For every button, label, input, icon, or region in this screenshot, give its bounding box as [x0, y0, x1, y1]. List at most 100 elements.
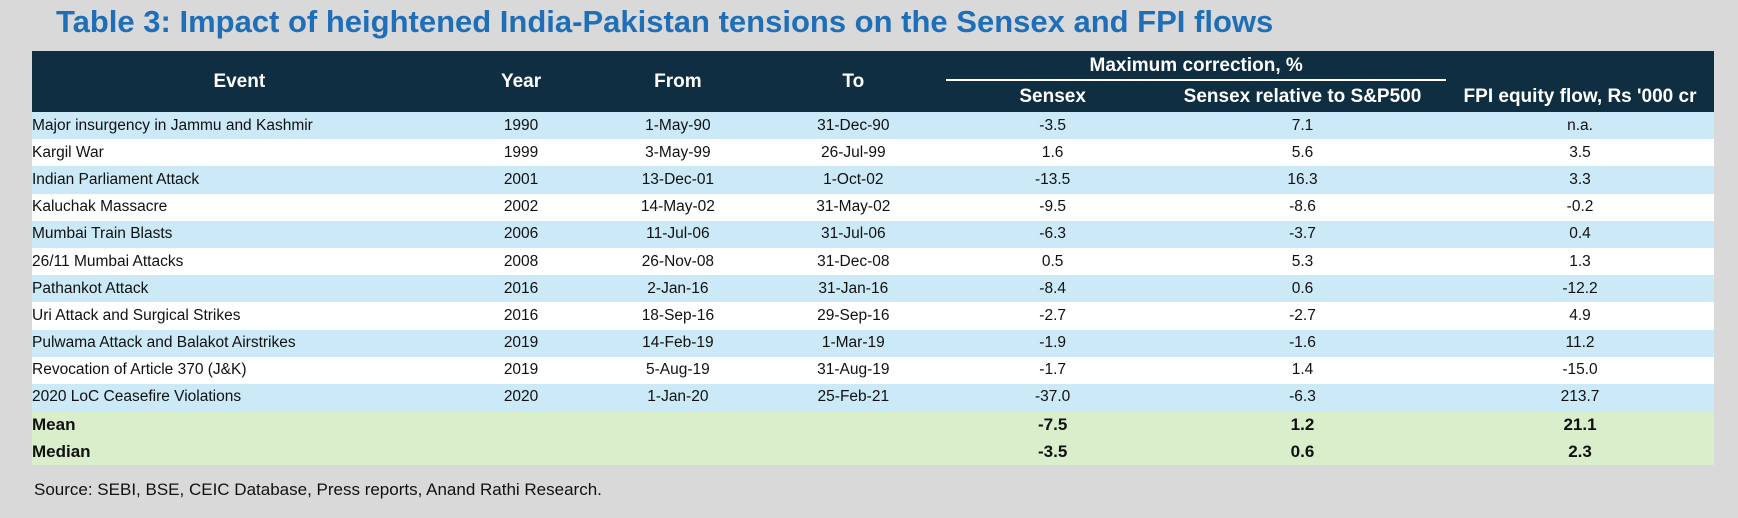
- cell-event: Mumbai Train Blasts: [32, 220, 447, 248]
- cell-fpi: 3.5: [1446, 139, 1714, 167]
- cell-year: 1999: [446, 139, 596, 167]
- header-sensex: Sensex: [946, 81, 1159, 112]
- cell-from: 11-Jul-06: [595, 220, 761, 248]
- cell-sensex-relative: -2.7: [1158, 302, 1447, 330]
- cell-sensex-relative: -6.3: [1158, 383, 1447, 412]
- cell-sensex-relative: 5.3: [1158, 247, 1447, 276]
- cell-sensex: 1.6: [946, 139, 1159, 167]
- cell-sensex-relative: 0.6: [1158, 275, 1447, 303]
- cell-event: Revocation of Article 370 (J&K): [32, 356, 447, 384]
- cell-sensex-relative: 7.1: [1158, 112, 1447, 140]
- cell-fpi: 4.9: [1446, 302, 1714, 330]
- cell-sensex-relative: 1.4: [1158, 356, 1447, 384]
- cell-sensex: -37.0: [946, 383, 1159, 412]
- cell-year: 2006: [446, 220, 596, 248]
- header-max-correction-label: Maximum correction, %: [1089, 55, 1303, 76]
- summary-empty-cell: [446, 438, 596, 466]
- cell-year: 2016: [446, 302, 596, 330]
- table-row: Mumbai Train Blasts 2006 11-Jul-06 31-Jul-0…: [32, 220, 1714, 248]
- cell-from: 3-May-99: [595, 139, 761, 167]
- cell-year: 2019: [446, 356, 596, 384]
- cell-sensex: -13.5: [946, 166, 1159, 194]
- cell-from: 18-Sep-16: [595, 302, 761, 330]
- cell-to: 29-Sep-16: [760, 302, 947, 330]
- cell-sensex: 0.5: [946, 247, 1159, 276]
- table-title: Table 3: Impact of heightened India-Paki…: [56, 4, 1274, 39]
- table-row: Indian Parliament Attack 2001 13-Dec-01 1-O…: [32, 166, 1714, 194]
- cell-event: Kargil War: [32, 139, 447, 167]
- cell-year: 2016: [446, 275, 596, 303]
- cell-sensex-relative: 16.3: [1158, 166, 1447, 194]
- cell-to: 1-Oct-02: [760, 166, 947, 194]
- summary-sensex-relative: 1.2: [1158, 411, 1447, 439]
- summary-empty-cell: [760, 438, 947, 466]
- summary-fpi: 21.1: [1446, 411, 1714, 439]
- cell-to: 26-Jul-99: [760, 139, 947, 167]
- cell-fpi: -12.2: [1446, 275, 1714, 303]
- cell-sensex: -9.5: [946, 193, 1159, 221]
- cell-from: 1-Jan-20: [595, 383, 761, 412]
- cell-year: 2019: [446, 329, 596, 357]
- cell-sensex-relative: -8.6: [1158, 193, 1447, 221]
- cell-fpi: 3.3: [1446, 166, 1714, 194]
- summary-empty-cell: [760, 411, 947, 439]
- table-row: Major insurgency in Jammu and Kashmir 199…: [32, 112, 1714, 140]
- summary-sensex: -3.5: [946, 438, 1159, 466]
- cell-to: 1-Mar-19: [760, 329, 947, 357]
- cell-event: 26/11 Mumbai Attacks: [32, 247, 447, 276]
- table-row: 26/11 Mumbai Attacks 2008 26-Nov-08 31-Dec-…: [32, 247, 1714, 276]
- cell-sensex-relative: -3.7: [1158, 220, 1447, 248]
- cell-year: 2020: [446, 383, 596, 412]
- cell-fpi: n.a.: [1446, 112, 1714, 140]
- cell-to: 31-May-02: [760, 193, 947, 221]
- cell-from: 14-Feb-19: [595, 329, 761, 357]
- cell-fpi: -0.2: [1446, 193, 1714, 221]
- cell-event: Indian Parliament Attack: [32, 166, 447, 194]
- summary-empty-cell: [446, 411, 596, 439]
- cell-from: 1-May-90: [595, 112, 761, 140]
- summary-row: Mean -7.5 1.2 21.1: [32, 411, 1714, 439]
- cell-event: Pulwama Attack and Balakot Airstrikes: [32, 329, 447, 357]
- cell-event: Major insurgency in Jammu and Kashmir: [32, 112, 447, 140]
- cell-from: 14-May-02: [595, 193, 761, 221]
- summary-sensex-relative: 0.6: [1158, 438, 1447, 466]
- source-note: Source: SEBI, BSE, CEIC Database, Press …: [34, 480, 602, 499]
- cell-sensex-relative: 5.6: [1158, 139, 1447, 167]
- summary-empty-cell: [595, 438, 761, 466]
- header-fpi: FPI equity flow, Rs '000 cr: [1446, 51, 1714, 112]
- cell-fpi: 213.7: [1446, 383, 1714, 412]
- summary-row: Median -3.5 0.6 2.3: [32, 438, 1714, 466]
- cell-fpi: 0.4: [1446, 220, 1714, 248]
- cell-from: 26-Nov-08: [595, 247, 761, 276]
- summary-label: Median: [32, 438, 447, 466]
- cell-event: Pathankot Attack: [32, 275, 447, 303]
- summary-fpi: 2.3: [1446, 438, 1714, 466]
- cell-to: 31-Jan-16: [760, 275, 947, 303]
- cell-event: Uri Attack and Surgical Strikes: [32, 302, 447, 330]
- header-to: To: [760, 51, 947, 112]
- cell-event: 2020 LoC Ceasefire Violations: [32, 383, 447, 412]
- table-row: 2020 LoC Ceasefire Violations 2020 1-Jan-2…: [32, 383, 1714, 412]
- cell-from: 5-Aug-19: [595, 356, 761, 384]
- cell-to: 31-Dec-08: [760, 247, 947, 276]
- cell-sensex: -1.7: [946, 356, 1159, 384]
- header-group-divider: [946, 79, 1447, 81]
- cell-event: Kaluchak Massacre: [32, 193, 447, 221]
- table-row: Kaluchak Massacre 2002 14-May-02 31-May-02-…: [32, 193, 1714, 221]
- table-row: Pulwama Attack and Balakot Airstrikes 201…: [32, 329, 1714, 357]
- cell-from: 2-Jan-16: [595, 275, 761, 303]
- cell-sensex: -1.9: [946, 329, 1159, 357]
- cell-fpi: 1.3: [1446, 247, 1714, 276]
- cell-sensex: -2.7: [946, 302, 1159, 330]
- cell-year: 2008: [446, 247, 596, 276]
- table-row: Pathankot Attack 2016 2-Jan-16 31-Jan-16 -8.…: [32, 275, 1714, 303]
- table-row: Uri Attack and Surgical Strikes 2016 18-Se…: [32, 302, 1714, 330]
- cell-year: 2002: [446, 193, 596, 221]
- header-from: From: [595, 51, 761, 112]
- header-sensex-relative: Sensex relative to S&P500: [1158, 81, 1447, 112]
- table-row: Revocation of Article 370 (J&K) 2019 5-Aug…: [32, 356, 1714, 384]
- cell-sensex: -3.5: [946, 112, 1159, 140]
- cell-sensex-relative: -1.6: [1158, 329, 1447, 357]
- table-row: Kargil War 1999 3-May-99 26-Jul-99 1.6 5.6 3.5: [32, 139, 1714, 167]
- summary-empty-cell: [595, 411, 761, 439]
